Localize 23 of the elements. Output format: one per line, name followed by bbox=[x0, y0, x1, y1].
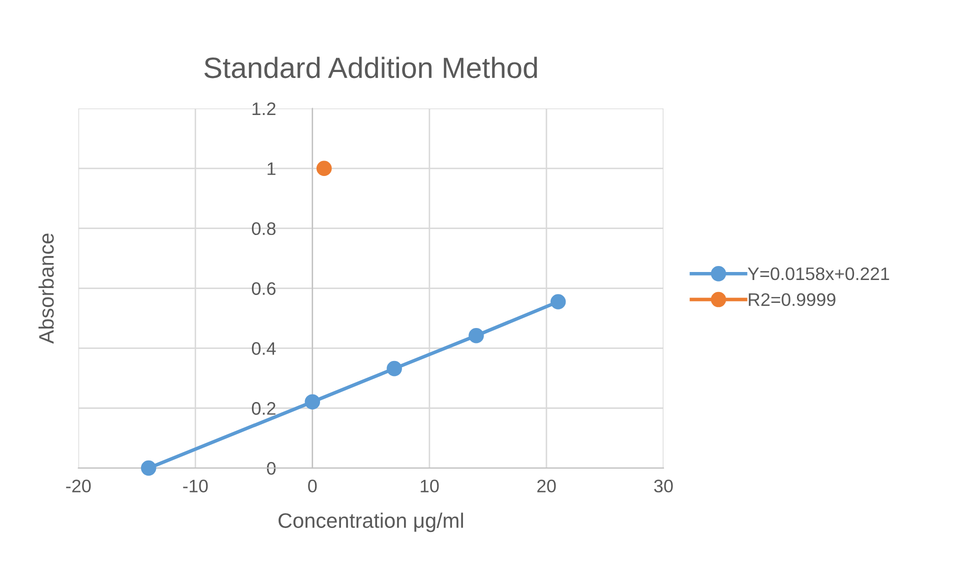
y-tick-label: 0.4 bbox=[252, 342, 276, 355]
y-tick-label: 1.2 bbox=[252, 102, 276, 115]
y-tick-label: 0.6 bbox=[252, 282, 276, 295]
x-tick-label: -20 bbox=[66, 480, 91, 492]
x-axis-title: Concentration μg/ml bbox=[278, 512, 463, 532]
point bbox=[386, 360, 402, 376]
legend-label: R2=0.9999 bbox=[748, 293, 836, 306]
legend-label: Y=0.0158x+0.221 bbox=[748, 267, 890, 280]
x-tick-label: 0 bbox=[308, 480, 317, 492]
x-tick-label: -10 bbox=[183, 480, 208, 492]
point bbox=[550, 294, 566, 310]
x-tick-label: 30 bbox=[654, 480, 673, 492]
y-tick-label: 0.2 bbox=[252, 402, 276, 415]
chart-title: Standard Addition Method bbox=[204, 56, 537, 78]
point bbox=[316, 160, 332, 176]
point bbox=[468, 328, 484, 344]
y-tick-label: 1 bbox=[268, 162, 276, 175]
y-tick-label: 0.8 bbox=[252, 222, 276, 236]
point bbox=[140, 460, 156, 476]
x-tick-label: 10 bbox=[420, 480, 439, 492]
point bbox=[304, 394, 320, 410]
y-axis-title: Absorbance bbox=[38, 234, 54, 344]
x-tick-label: 20 bbox=[537, 480, 556, 492]
